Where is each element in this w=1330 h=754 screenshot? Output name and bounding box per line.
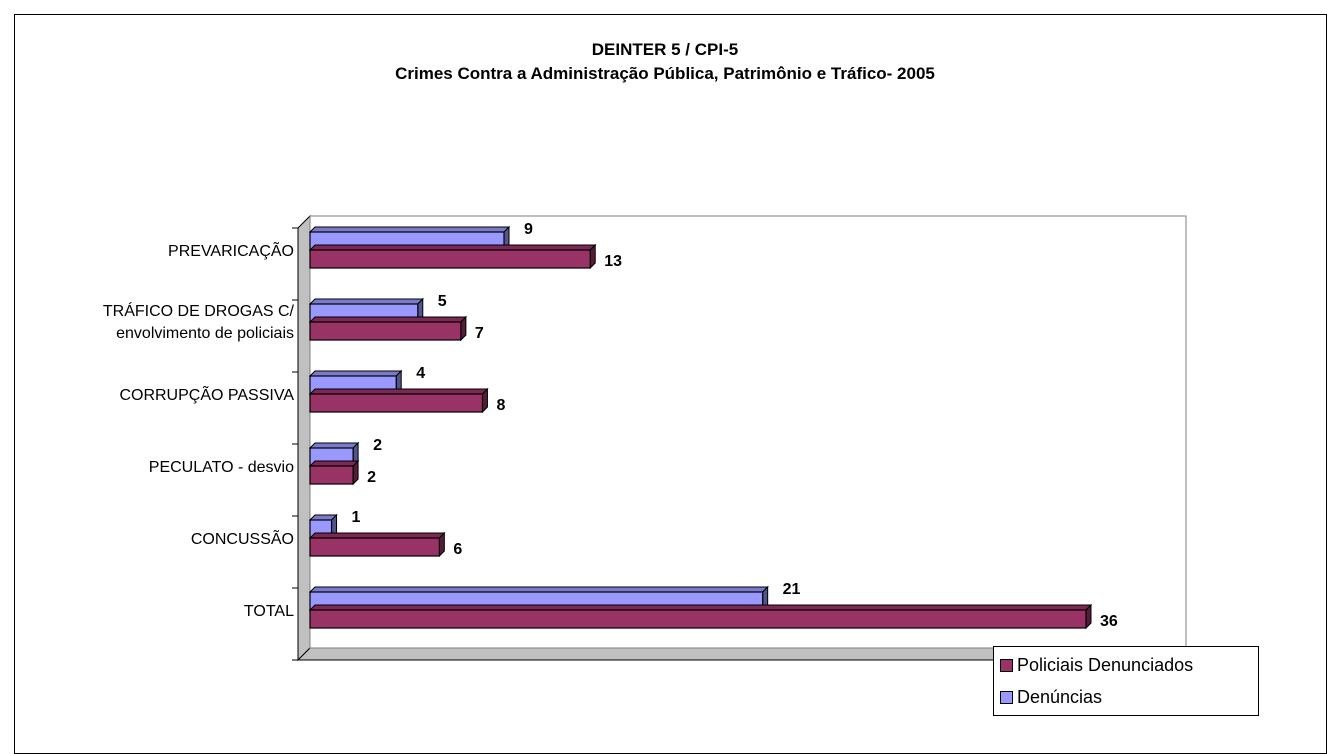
category-label: PREVARICAÇÃO: [168, 240, 294, 260]
chart-legend: Policiais Denunciados Denúncias: [993, 646, 1259, 716]
bar-policiais-top: [308, 532, 446, 539]
bar-policiais-top: [308, 460, 360, 467]
bar-denuncias-top: [308, 226, 511, 233]
legend-swatch-denuncias: [1000, 690, 1013, 704]
bar-denuncias-top: [308, 370, 403, 377]
chart-subtitle: Crimes Contra a Administração Pública, P…: [395, 64, 935, 83]
bar-policiais: [309, 537, 440, 557]
data-label-denuncias: 21: [783, 581, 801, 598]
data-label-policiais: 36: [1100, 613, 1118, 630]
bar-policiais-top: [308, 604, 1093, 611]
bar-denuncias-top: [308, 298, 424, 305]
data-label-policiais: 6: [453, 541, 462, 558]
bar-policiais: [309, 393, 484, 413]
side-wall: [297, 214, 311, 662]
data-label-policiais: 2: [367, 469, 376, 486]
data-label-policiais: 7: [475, 325, 484, 342]
data-label-policiais: 8: [496, 397, 505, 414]
category-label: CONCUSSÃO: [191, 528, 294, 548]
bar-policiais: [309, 609, 1087, 629]
data-label-denuncias: 5: [438, 293, 447, 310]
category-label: CORRUPÇÃO PASSIVA: [119, 384, 294, 404]
category-label: PECULATO - desvio: [149, 459, 294, 476]
legend-swatch-policiais: [1000, 658, 1013, 672]
data-label-denuncias: 2: [373, 437, 382, 454]
bar-policiais-top: [308, 316, 468, 323]
bar-policiais-top: [308, 244, 597, 251]
category-label: TOTAL: [244, 603, 294, 620]
data-label-denuncias: 4: [416, 365, 425, 382]
data-label-policiais: 13: [604, 253, 622, 270]
legend-label-policiais: Policiais Denunciados: [1017, 654, 1194, 675]
back-wall: [309, 215, 1187, 649]
legend-item-denuncias: Denúncias: [1000, 685, 1102, 709]
bar-policiais: [309, 321, 462, 341]
bar-policiais: [309, 249, 591, 269]
chart-title: DEINTER 5 / CPI-5: [591, 40, 739, 59]
bar-denuncias-top: [308, 442, 360, 449]
legend-item-policiais: Policiais Denunciados: [1000, 653, 1193, 677]
bar-policiais-top: [308, 388, 489, 395]
legend-label-denuncias: Denúncias: [1017, 686, 1103, 707]
data-label-denuncias: 1: [352, 509, 361, 526]
bar-policiais: [309, 465, 354, 485]
category-label: TRÁFICO DE DROGAS C/envolvimento de poli…: [103, 301, 295, 342]
data-label-denuncias: 9: [524, 221, 533, 238]
bar-denuncias-top: [308, 586, 769, 593]
